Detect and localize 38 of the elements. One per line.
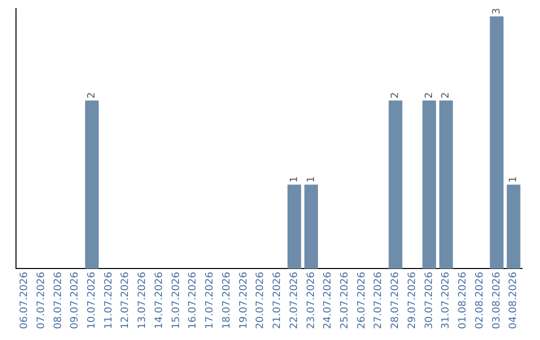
x-tick-label: 26.07.2026 [356,272,368,330]
data-label: 1 [508,176,520,183]
x-tick-label: 07.07.2026 [36,272,47,330]
x-tick-label: 30.07.2026 [424,272,435,330]
x-tick-label: 20.07.2026 [255,272,266,330]
x-tick-label: 15.07.2026 [170,272,182,330]
x-tick-label: 24.07.2026 [322,272,334,330]
x-tick-label: 16.07.2026 [188,272,199,330]
x-tick-label: 18.07.2026 [221,272,232,330]
x-tick-label: 23.07.2026 [306,272,317,330]
x-tick-label: 04.08.2026 [508,272,520,330]
data-label: 3 [491,8,502,14]
x-tick-label: 17.07.2026 [204,272,216,330]
x-tick-label: 25.07.2026 [339,272,350,330]
x-tick-label: 01.08.2026 [458,272,469,330]
x-tick-label: 21.07.2026 [272,272,284,330]
x-tick-label: 28.07.2026 [390,272,402,330]
data-label: 2 [86,92,98,99]
x-tick-label: 03.08.2026 [491,272,502,330]
data-label: 1 [306,176,317,183]
data-label: 2 [390,92,402,99]
x-tick-label: 11.07.2026 [103,272,114,330]
x-tick-label: 09.07.2026 [70,272,81,330]
x-tick-label: 14.07.2026 [154,272,165,330]
x-tick-label: 13.07.2026 [137,272,148,330]
x-tick-label: 10.07.2026 [86,272,98,330]
data-label: 2 [424,92,435,99]
x-tick-label: 19.07.2026 [238,272,250,330]
x-tick-label: 29.07.2026 [406,272,418,330]
data-label: 2 [440,92,452,99]
x-tick-label: 27.07.2026 [373,272,384,330]
x-tick-label: 08.07.2026 [52,272,64,330]
x-tick-label: 06.07.2026 [19,272,30,330]
x-tick-label: 12.07.2026 [120,272,132,330]
x-tick-label: 02.08.2026 [474,272,486,330]
x-tick-label: 22.07.2026 [288,272,300,330]
data-label: 1 [288,176,300,183]
x-tick-label: 31.07.2026 [440,272,452,330]
